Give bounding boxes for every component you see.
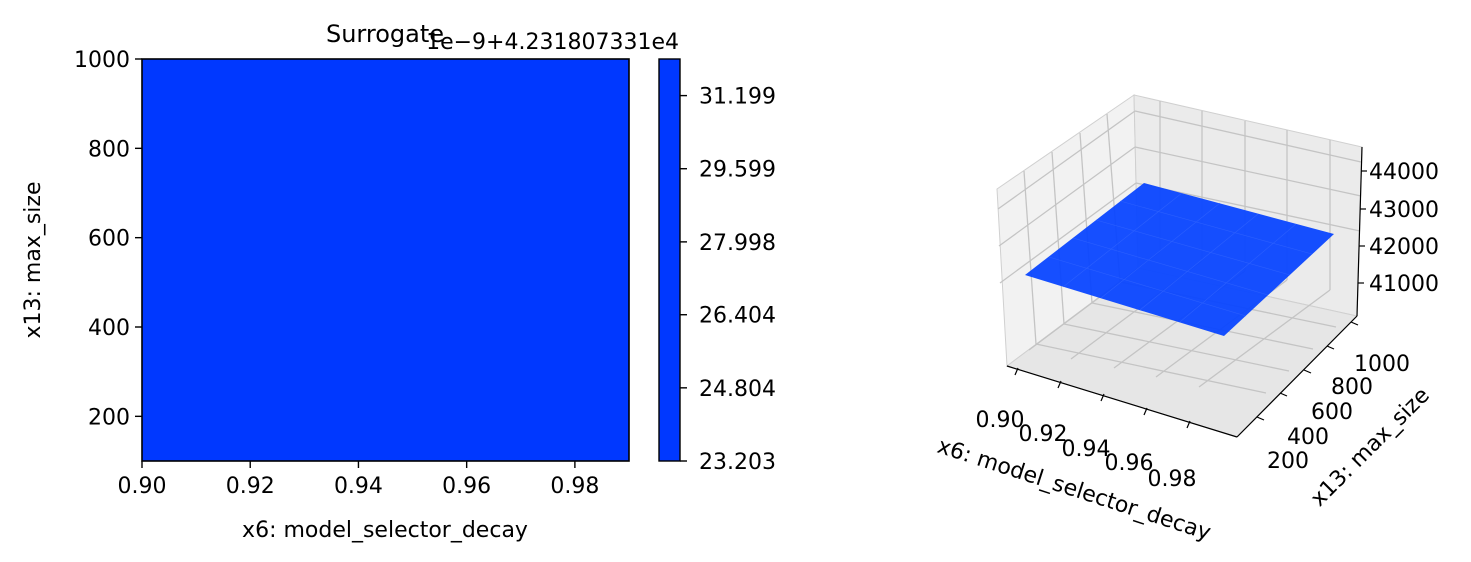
colorbar-fill (659, 59, 680, 461)
chart-title: Surrogate (326, 20, 444, 48)
surface-y-tick-label: 200 (1267, 449, 1309, 474)
colorbar-frame (658, 58, 681, 462)
surface-z-tick-label: 42000 (1369, 235, 1439, 260)
heatmap-frame (141, 58, 630, 462)
heatmap-y-ticks: 200 400 600 800 1000 (74, 48, 142, 430)
colorbar: 23.203 24.804 26.404 27.998 29.599 31.199 1e−… (426, 30, 776, 475)
heatmap-y-axis-label: x13: max_size (21, 181, 46, 338)
surface-x-tick-label: 0.90 (976, 408, 1025, 433)
surface-x-ticks (1014, 367, 1191, 429)
surface-z-ticks (1358, 170, 1367, 284)
surface-y-tick-label: 1000 (1354, 352, 1410, 377)
heatmap-x-tick-label: 0.94 (334, 474, 383, 499)
surface-x-tick-label: 0.98 (1148, 467, 1197, 492)
surrogate-heatmap: 0.90 0.92 0.94 0.96 0.98 200 400 600 800 1000 Su… (21, 20, 630, 543)
surface-z-tick-label: 44000 (1369, 160, 1439, 185)
colorbar-offset-text: 1e−9+4.231807331e4 (426, 30, 679, 55)
y-axis-line (1236, 315, 1358, 438)
surface-y-tick-label: 400 (1287, 425, 1329, 450)
surrogate-surface (1025, 183, 1334, 336)
x-axis-line (1006, 365, 1238, 438)
surface-3d-plot: 0.90 0.92 0.94 0.96 0.98 x6: model_selec… (934, 94, 1439, 546)
colorbar-tick-label: 31.199 (699, 85, 776, 110)
heatmap-x-tick-label: 0.92 (226, 474, 275, 499)
surface-y-tick-label: 800 (1331, 375, 1373, 400)
heatmap-x-tick-label: 0.96 (442, 474, 491, 499)
heatmap-y-tick-label: 600 (88, 227, 130, 252)
heatmap-x-axis-label: x6: model_selector_decay (242, 518, 528, 543)
colorbar-ticks: 23.203 24.804 26.404 27.998 29.599 31.199 (680, 85, 776, 475)
surface-x-tick-label: 0.94 (1062, 437, 1111, 462)
heatmap-y-tick-label: 400 (88, 316, 130, 341)
colorbar-tick-label: 27.998 (699, 231, 776, 256)
surface-z-tick-label: 43000 (1369, 198, 1439, 223)
surface-y-tick-label: 600 (1311, 400, 1353, 425)
heatmap-fill (142, 59, 629, 461)
surface-x-tick-label: 0.92 (1019, 422, 1068, 447)
colorbar-tick-label: 26.404 (699, 304, 776, 329)
surface-x-tick-label: 0.96 (1105, 451, 1154, 476)
surface-mesh (1048, 192, 1313, 323)
z-axis-line (1356, 146, 1363, 317)
colorbar-tick-label: 24.804 (699, 377, 776, 402)
colorbar-tick-label: 23.203 (699, 450, 776, 475)
heatmap-x-tick-label: 0.90 (118, 474, 167, 499)
heatmap-y-tick-label: 1000 (74, 48, 130, 73)
surface-y-ticks (1256, 321, 1359, 421)
heatmap-x-ticks: 0.90 0.92 0.94 0.96 0.98 (118, 461, 599, 499)
heatmap-y-tick-label: 200 (88, 405, 130, 430)
colorbar-tick-label: 29.599 (699, 158, 776, 183)
heatmap-y-tick-label: 800 (88, 137, 130, 162)
heatmap-x-tick-label: 0.98 (550, 474, 599, 499)
surface-z-tick-label: 41000 (1369, 272, 1439, 297)
